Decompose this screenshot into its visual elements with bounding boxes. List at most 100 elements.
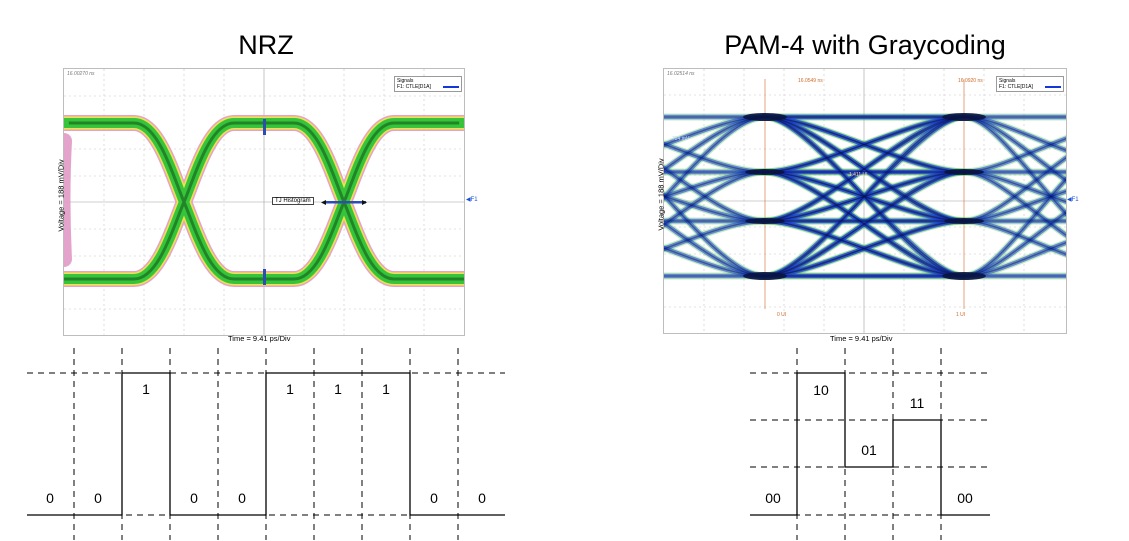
eye-trace	[963, 116, 1066, 152]
eye-trace	[664, 247, 766, 277]
pam4-legend: Signals F1: CTLE[D1A]	[996, 76, 1064, 92]
marker-label: F1	[1071, 197, 1079, 203]
eye-trace	[764, 171, 965, 277]
eye-trace	[763, 116, 965, 277]
nrz-f1-marker[interactable]: ◀F1	[466, 196, 478, 203]
bit-label: 1	[286, 381, 294, 397]
eye-trace	[764, 220, 965, 277]
pam4-signal-trace	[750, 372, 990, 516]
eye-trace	[763, 220, 965, 277]
eye-trace	[664, 171, 766, 198]
legend-title: Signals	[999, 78, 1016, 84]
eye-trace	[763, 171, 965, 277]
bit-label: 1	[142, 381, 150, 397]
nrz-title: NRZ	[238, 30, 294, 60]
marker-arrow-icon: ◀	[466, 197, 471, 203]
eye-trace	[961, 176, 1066, 279]
eye-trace	[764, 116, 965, 173]
cursor-time-2: 16.0920 ns	[958, 78, 983, 84]
eye-trace	[764, 171, 965, 277]
symbol-label: 10	[813, 382, 829, 398]
eye-trace	[764, 220, 965, 277]
marker-arrow-icon: ◀	[1067, 197, 1072, 203]
eye-trace	[664, 114, 768, 201]
eye-trace	[664, 171, 766, 226]
bit-label: 1	[382, 381, 390, 397]
eye-trace	[763, 171, 965, 277]
eye-trace	[963, 137, 1066, 173]
bit-label: 1	[334, 381, 342, 397]
nrz-waveform: 0 0 1 0 0 1 1 1 0 0	[27, 348, 505, 540]
eye-trace	[763, 220, 965, 277]
legend-swatch	[1045, 86, 1061, 88]
symbol-label: 11	[910, 395, 925, 411]
eye-trace	[664, 143, 766, 173]
eye-trace	[763, 171, 965, 222]
eye-trace	[764, 116, 965, 277]
nrz-eye-diagram: 16.00270 ns Signals F1: CTLE[D1A] TJ His…	[63, 68, 465, 336]
legend-signal: F1: CTLE[D1A]	[397, 84, 431, 90]
eye-trace	[764, 116, 965, 277]
eye-trace	[664, 220, 766, 250]
level-readout-1: 724 mV	[672, 136, 690, 142]
legend-swatch	[443, 86, 459, 88]
eye-trace	[963, 171, 1066, 236]
eye-trace	[961, 155, 1066, 224]
eye-trace	[763, 171, 965, 222]
nrz-ylabel: Voltage = 188 mV/Div	[56, 159, 66, 232]
eye-trace	[963, 116, 1066, 181]
bit-label: 0	[238, 490, 246, 506]
symbol-label: 00	[957, 490, 973, 506]
bit-label: 0	[430, 490, 438, 506]
eye-trace	[963, 190, 1066, 222]
bit-label: 0	[190, 490, 198, 506]
eye-trace	[664, 222, 766, 277]
eye-trace	[963, 212, 1066, 277]
pam4-waveform: 00 10 01 11 00	[750, 348, 990, 540]
pam4-ylabel: Voltage = 188 mV/Div	[656, 158, 666, 231]
cursor-time-1: 16.0549 ns	[798, 78, 823, 84]
eye-trace	[963, 116, 1066, 215]
ui-label-0: 0 UI	[777, 312, 787, 318]
bit-label: 0	[46, 490, 54, 506]
pam4-eye-diagram: 16.02514 ns 16.0549 ns 16.0920 ns 724 mV…	[663, 68, 1067, 334]
bit-label: 0	[478, 490, 486, 506]
eye-trace	[664, 218, 768, 252]
eye-trace	[963, 241, 1066, 277]
eye-trace	[963, 220, 1066, 256]
symbol-label: 00	[765, 490, 781, 506]
eye-trace	[763, 116, 965, 222]
eye-trace	[664, 169, 768, 228]
eye-trace	[764, 171, 965, 222]
eye-trace	[764, 116, 965, 222]
eye-trace	[763, 116, 965, 173]
pam4-title: PAM-4 with Graycoding	[724, 30, 1006, 60]
pam4-f1-marker[interactable]: ◀F1	[1067, 196, 1079, 203]
pam4-timestamp: 16.02514 ns	[667, 71, 695, 77]
eye-trace	[762, 114, 967, 279]
ui-label-1: 1 UI	[956, 312, 966, 318]
symbol-label: 01	[861, 442, 877, 458]
eye-trace	[963, 157, 1066, 222]
eye-trace	[963, 171, 1066, 203]
marker-label: F1	[470, 197, 478, 203]
eye-trace	[961, 240, 1066, 279]
eye-trace	[664, 194, 766, 277]
legend-signal: F1: CTLE[D1A]	[999, 84, 1033, 90]
eye-trace	[764, 116, 965, 222]
legend-title: Signals	[397, 78, 414, 84]
eye-trace	[764, 116, 965, 173]
nrz-xlabel: Time = 9.41 ps/Div	[228, 334, 291, 343]
eye-trace	[664, 116, 766, 171]
nrz-legend: Signals F1: CTLE[D1A]	[394, 76, 462, 92]
eye-trace	[664, 167, 766, 222]
eye-trace	[664, 116, 766, 199]
eye-trace	[763, 116, 965, 173]
eye-trace	[762, 218, 967, 279]
pam4-xlabel: Time = 9.41 ps/Div	[830, 334, 893, 343]
eye-trace	[764, 171, 965, 222]
level-readout-2: 1.411 UI	[849, 172, 868, 178]
bit-label: 0	[94, 490, 102, 506]
eye-trace	[961, 136, 1066, 175]
eye-trace	[664, 195, 766, 222]
